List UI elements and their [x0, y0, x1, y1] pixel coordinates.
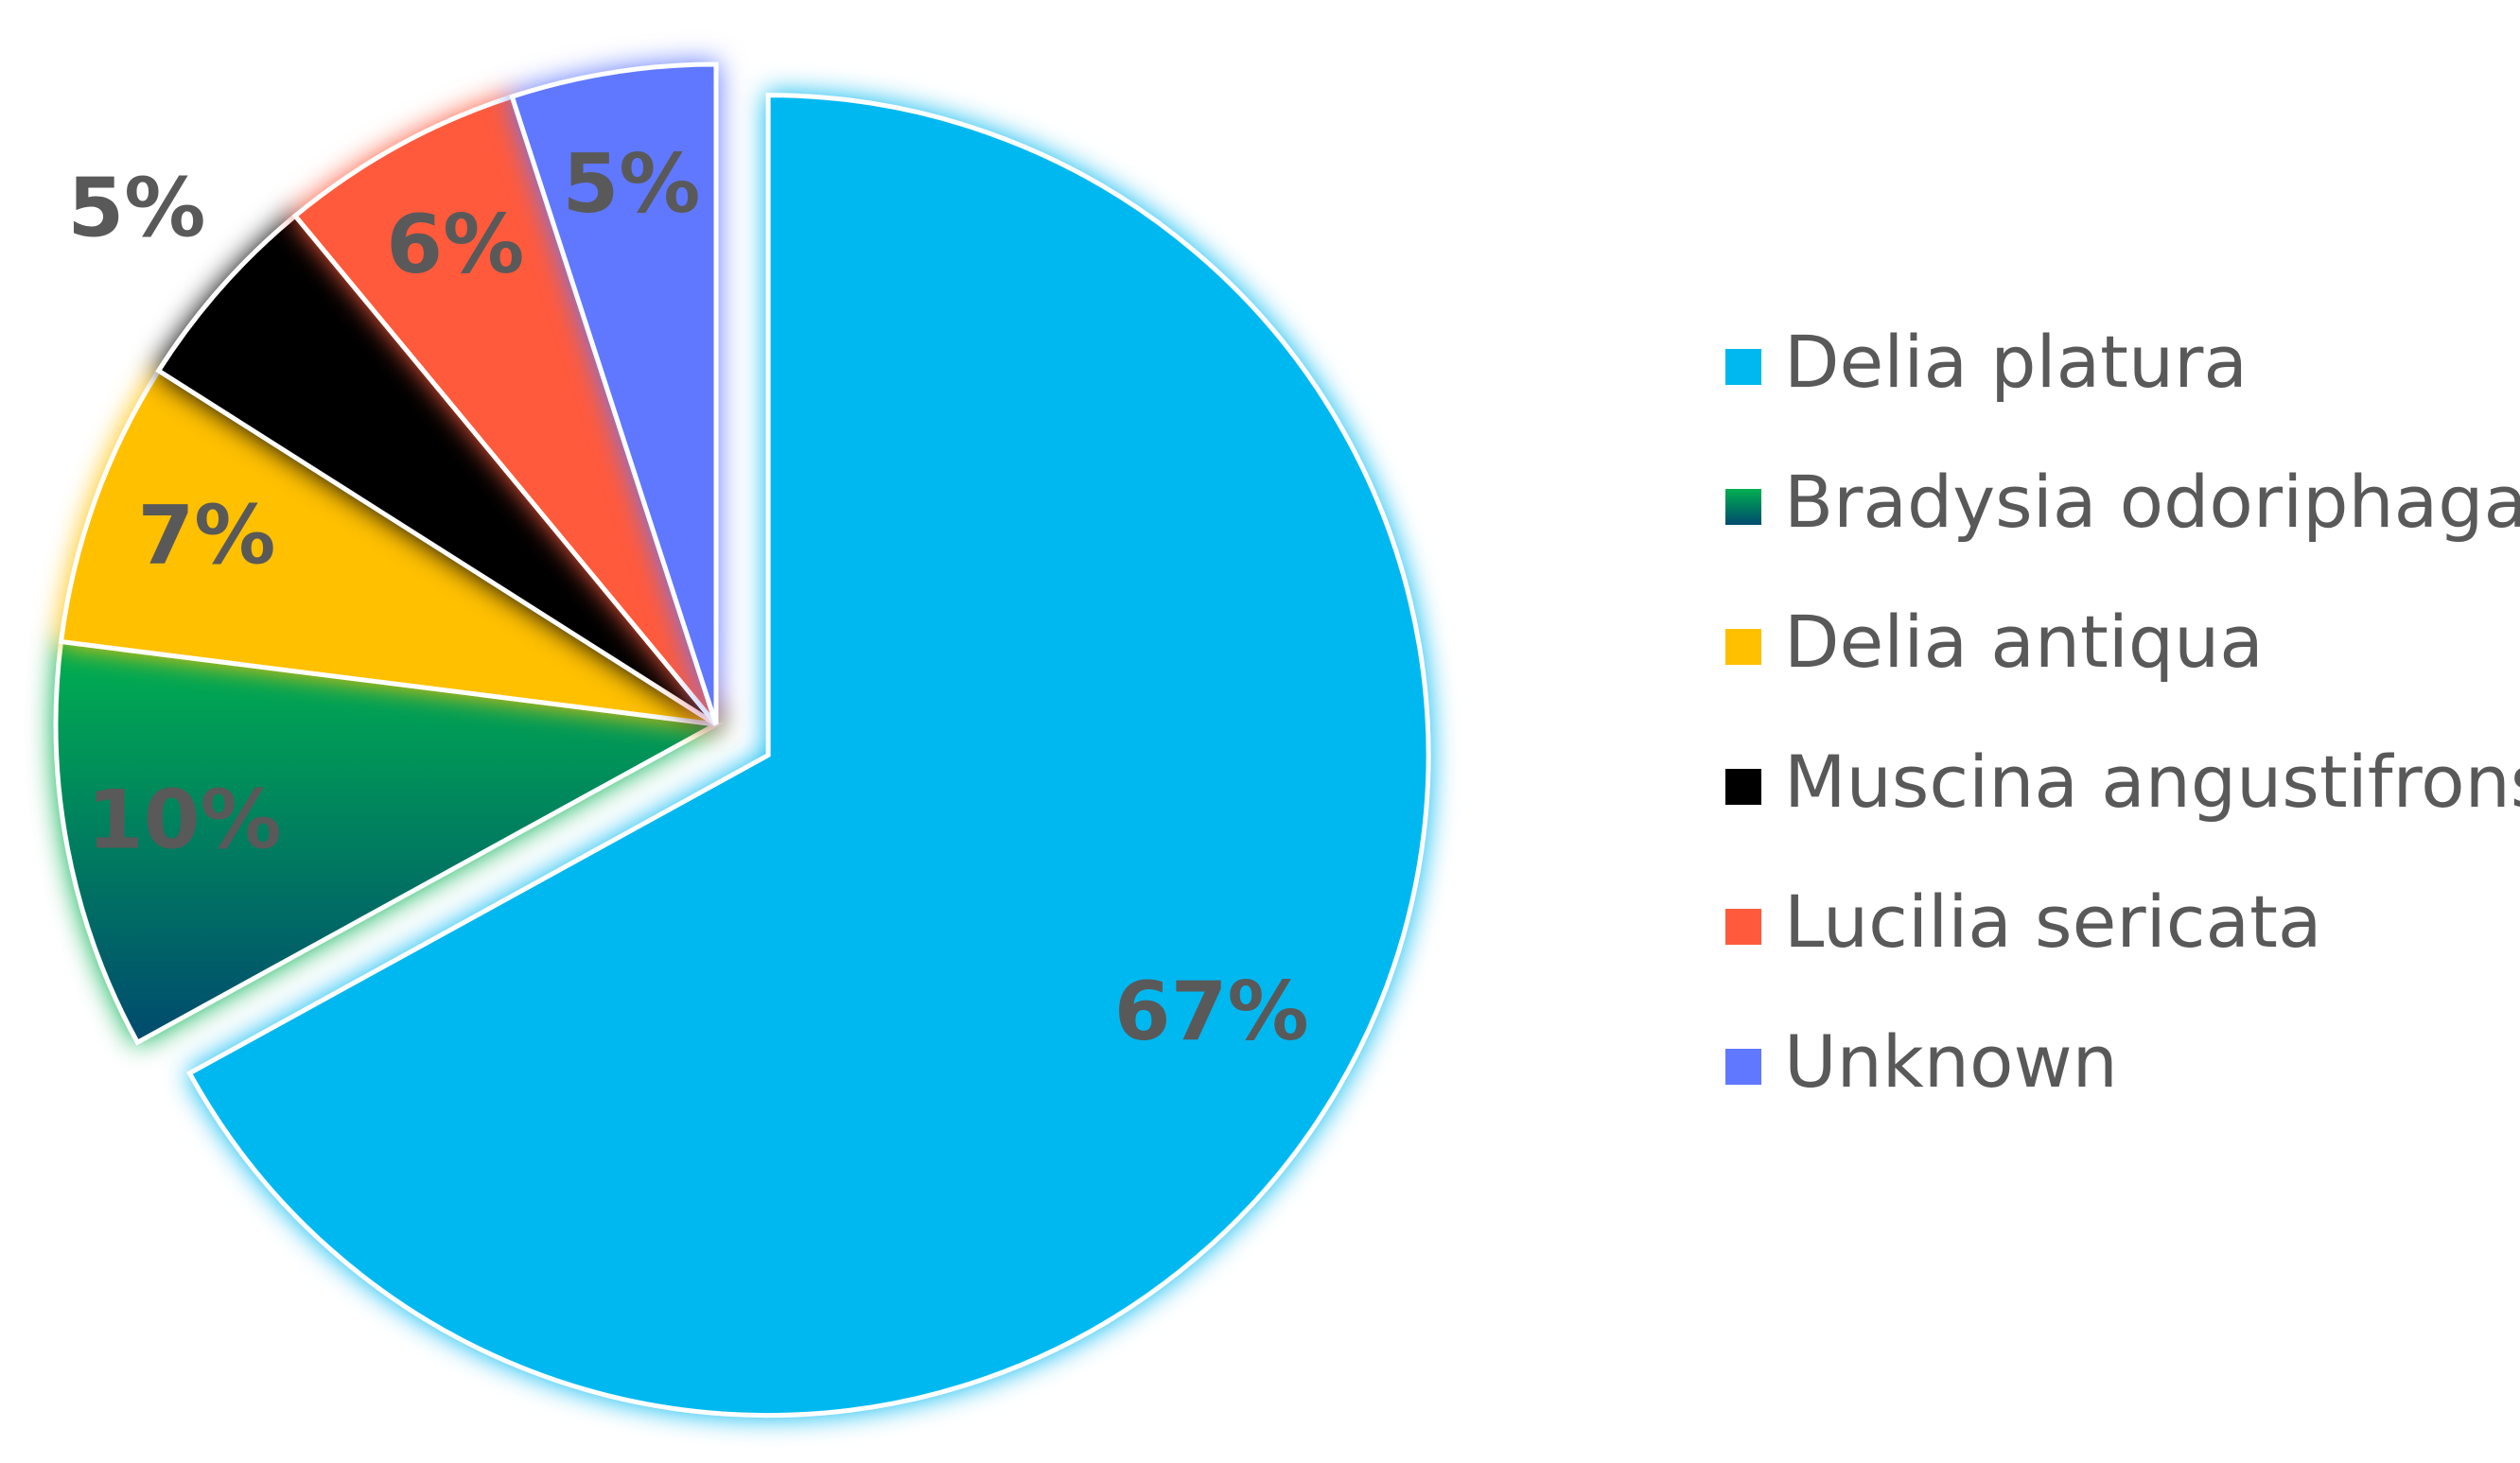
pie-slice — [155, 212, 718, 727]
legend-label: Unknown — [1784, 1019, 2118, 1104]
legend-label: Delia antiqua — [1784, 600, 2264, 684]
data-label: 10% — [87, 774, 282, 868]
legend-swatch — [1725, 909, 1761, 945]
pie-slice — [58, 367, 718, 727]
data-label: 5% — [67, 161, 205, 255]
data-label: 67% — [1114, 965, 1309, 1059]
legend-label: Muscina angustifrons — [1784, 740, 2520, 824]
pie-slice — [291, 94, 719, 726]
pie-slice — [186, 93, 1431, 1419]
legend-label: Bradysia odoriphaga — [1784, 460, 2520, 544]
pie-slice — [53, 638, 724, 1046]
legend-swatch — [1725, 629, 1761, 665]
legend-swatch — [1725, 349, 1761, 385]
legend-swatch — [1725, 1049, 1761, 1085]
data-label: 7% — [137, 489, 275, 583]
legend-label: Delia platura — [1784, 320, 2248, 404]
legend-label: Lucilia sericata — [1784, 880, 2321, 964]
data-label: 5% — [562, 137, 700, 232]
data-label: 6% — [386, 198, 524, 292]
legend-swatch — [1725, 769, 1761, 805]
pie-slice — [509, 61, 719, 725]
legend-swatch — [1725, 489, 1761, 525]
